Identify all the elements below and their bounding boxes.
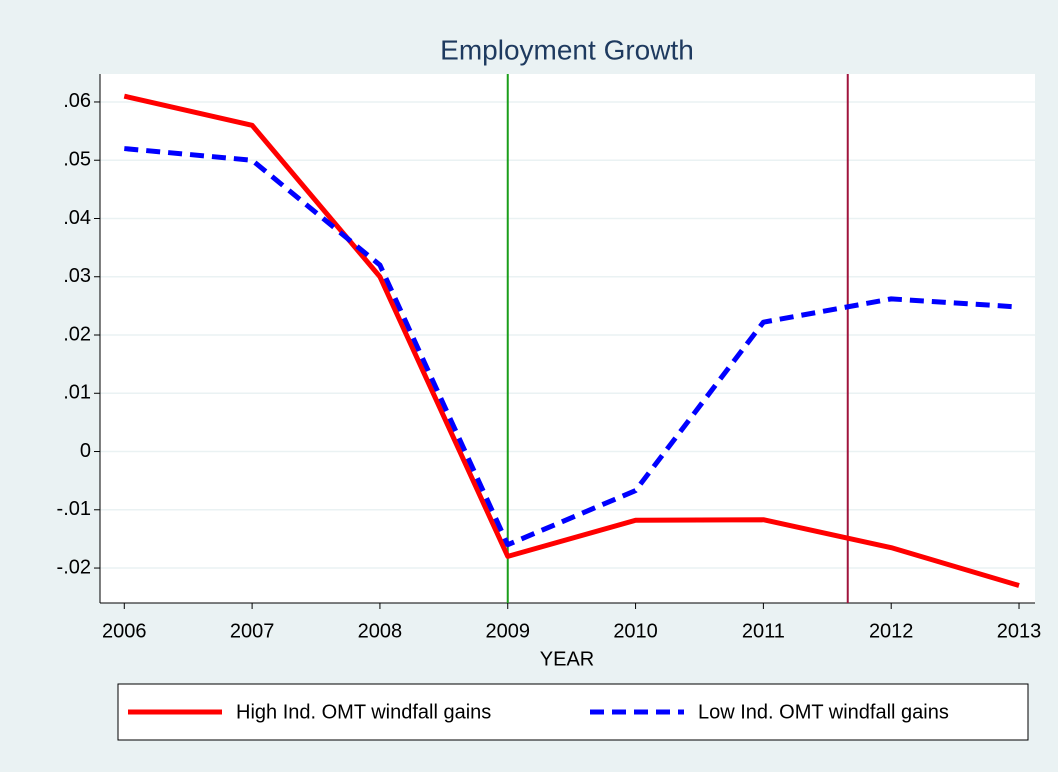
chart-title: Employment Growth xyxy=(440,34,694,65)
y-tick-label: .05 xyxy=(63,149,91,171)
x-tick-label: 2012 xyxy=(869,620,914,642)
x-tick-label: 2013 xyxy=(997,620,1042,642)
x-tick-label: 2008 xyxy=(358,620,403,642)
x-tick-label: 2007 xyxy=(230,620,275,642)
series-line xyxy=(123,93,1020,588)
y-tick-label: .03 xyxy=(63,265,91,287)
legend-label: High Ind. OMT windfall gains xyxy=(236,701,491,723)
x-axis-label: YEAR xyxy=(540,648,594,670)
y-tick-label: 0 xyxy=(80,440,91,462)
legend-box xyxy=(117,683,1029,741)
y-tick-label: -.02 xyxy=(57,556,91,578)
y-tick-label: .04 xyxy=(63,207,91,229)
x-tick-label: 2006 xyxy=(102,620,147,642)
x-tick-label: 2011 xyxy=(742,620,785,642)
y-tick-label: .06 xyxy=(63,90,91,112)
x-tick-label: 2009 xyxy=(485,620,530,642)
y-tick-label: .02 xyxy=(63,323,91,345)
x-tick-label: 2010 xyxy=(613,620,658,642)
plot-area xyxy=(100,74,1035,603)
y-tick-label: .01 xyxy=(63,382,91,404)
y-tick-label: -.01 xyxy=(57,498,91,520)
legend-label: Low Ind. OMT windfall gains xyxy=(698,701,949,723)
series-line xyxy=(124,146,1020,548)
